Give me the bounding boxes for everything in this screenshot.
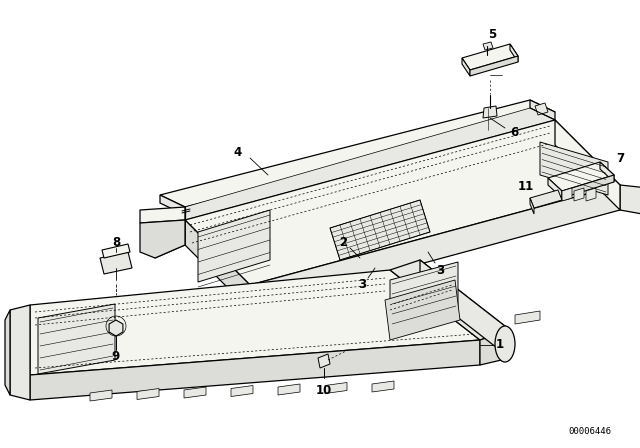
Polygon shape	[470, 56, 518, 76]
Polygon shape	[600, 162, 614, 182]
Polygon shape	[515, 311, 540, 324]
Polygon shape	[160, 195, 185, 215]
Polygon shape	[372, 381, 394, 392]
Text: 5: 5	[488, 27, 496, 40]
Polygon shape	[483, 42, 493, 50]
Polygon shape	[390, 262, 458, 328]
Polygon shape	[318, 354, 330, 368]
Polygon shape	[231, 385, 253, 396]
Polygon shape	[137, 388, 159, 400]
Polygon shape	[250, 185, 620, 310]
Text: 2: 2	[339, 237, 347, 250]
Polygon shape	[548, 162, 614, 191]
Polygon shape	[555, 120, 620, 210]
Ellipse shape	[495, 326, 515, 362]
Polygon shape	[155, 207, 185, 258]
Polygon shape	[535, 103, 548, 115]
Polygon shape	[330, 200, 430, 260]
Polygon shape	[38, 304, 115, 374]
Polygon shape	[586, 188, 596, 201]
Polygon shape	[462, 58, 470, 76]
Polygon shape	[10, 305, 30, 400]
Polygon shape	[5, 310, 10, 395]
Polygon shape	[335, 302, 360, 315]
Polygon shape	[510, 44, 518, 62]
Polygon shape	[185, 108, 555, 220]
Polygon shape	[574, 188, 584, 201]
Polygon shape	[395, 305, 420, 318]
Polygon shape	[184, 387, 206, 398]
Polygon shape	[483, 106, 497, 118]
Text: 00006446: 00006446	[568, 427, 611, 436]
Text: 7: 7	[616, 151, 624, 164]
Polygon shape	[530, 190, 562, 208]
Polygon shape	[530, 198, 534, 214]
Text: 3: 3	[358, 277, 366, 290]
Text: 4: 4	[234, 146, 242, 159]
Text: 9: 9	[112, 349, 120, 362]
Polygon shape	[185, 220, 250, 310]
Polygon shape	[562, 175, 614, 198]
Polygon shape	[480, 330, 510, 365]
Polygon shape	[420, 260, 510, 358]
Polygon shape	[102, 244, 130, 258]
Polygon shape	[30, 270, 480, 375]
Text: 3: 3	[436, 263, 444, 276]
Polygon shape	[455, 308, 480, 321]
Text: 1: 1	[496, 339, 504, 352]
Polygon shape	[385, 280, 460, 340]
Polygon shape	[540, 142, 608, 195]
Polygon shape	[390, 260, 510, 340]
Polygon shape	[100, 252, 132, 274]
Polygon shape	[215, 296, 240, 309]
Polygon shape	[140, 220, 185, 258]
Polygon shape	[160, 100, 555, 207]
Text: 8: 8	[112, 236, 120, 249]
Polygon shape	[562, 188, 572, 201]
Text: 6: 6	[510, 125, 518, 138]
Polygon shape	[620, 185, 640, 215]
Polygon shape	[530, 100, 555, 120]
Polygon shape	[185, 120, 620, 285]
Polygon shape	[325, 383, 347, 393]
Polygon shape	[275, 299, 300, 312]
Polygon shape	[198, 210, 270, 282]
Polygon shape	[90, 390, 112, 401]
Polygon shape	[30, 340, 480, 400]
Text: 11: 11	[518, 180, 534, 193]
Polygon shape	[462, 44, 518, 70]
Polygon shape	[548, 178, 562, 198]
Text: 10: 10	[316, 383, 332, 396]
Polygon shape	[140, 207, 185, 223]
Polygon shape	[278, 384, 300, 395]
